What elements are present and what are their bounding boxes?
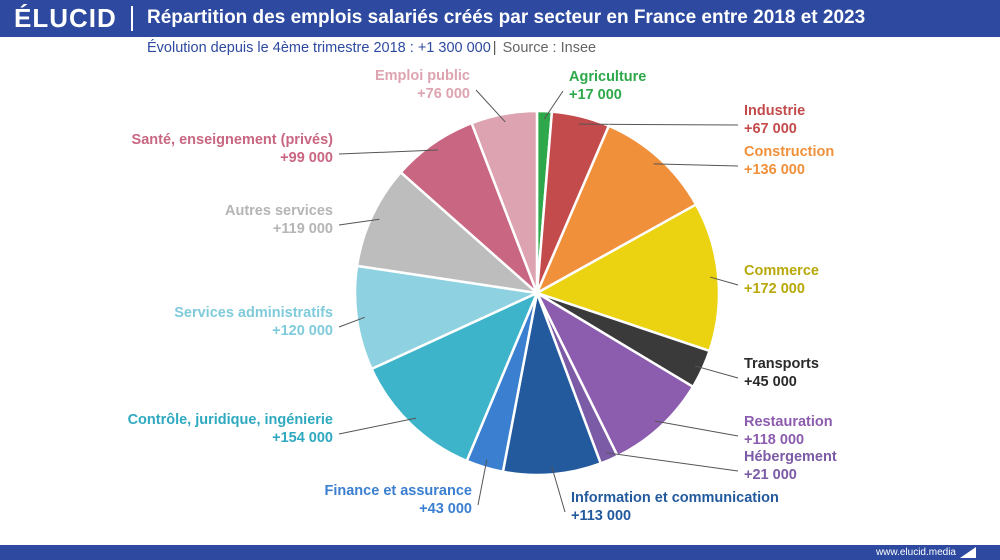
leader-line [477,459,488,506]
leader-line [551,466,566,513]
slice-category-label: Restauration [744,414,833,430]
slice-category-label: Agriculture [569,69,646,85]
slice-category-label: Transports [744,356,819,372]
slice-value-label: +136 000 [744,162,805,178]
leader-line [338,316,365,328]
subtitle-text: Évolution depuis le 4ème trimestre 2018 … [147,40,491,56]
slice-value-label: +172 000 [744,281,805,297]
slice-value-label: +113 000 [571,508,631,524]
slice-category-label: Santé, enseignement (privés) [132,132,334,148]
footer-bar: www.elucid.media [0,545,1000,560]
pie-slice [535,203,721,353]
leader-line [653,163,739,167]
slice-value-label: +45 000 [744,374,797,390]
leader-line [710,276,739,286]
leader-line [338,417,417,435]
pie-slice [535,124,698,295]
leader-line [694,365,739,379]
slice-value-label: +21 000 [744,467,797,483]
source-text: Source : Insee [502,40,597,56]
slice-category-label: Information et communication [571,490,779,506]
page-title: Répartition des emplois salariés créés p… [147,7,866,28]
slice-value-label: +119 000 [273,221,333,237]
subtitle-separator: | [492,40,497,56]
slice-category-label: Commerce [744,263,819,279]
slice-value-label: +67 000 [744,121,797,137]
header-bar: ÉLUCID Répartition des emplois salariés … [0,0,1000,37]
slice-category-label: Services administratifs [174,305,333,321]
pie-slice [353,264,539,371]
slice-category-label: Hébergement [744,449,837,465]
slice-value-label: +120 000 [272,323,333,339]
slice-category-label: Finance et assurance [325,483,473,499]
brand-logo: ÉLUCID [14,3,117,33]
pie-slice [355,171,539,295]
site-url: www.elucid.media [875,547,956,558]
subtitle: Évolution depuis le 4ème trimestre 2018 … [147,40,596,56]
leader-line [338,149,438,155]
brand-mark-icon [960,547,976,558]
slice-value-label: +76 000 [417,86,470,102]
slice-value-label: +43 000 [419,501,472,517]
leader-line [654,420,739,437]
slice-category-label: Construction [744,144,834,160]
slice-category-label: Emploi public [375,68,470,84]
slice-category-label: Autres services [225,203,333,219]
leader-line [606,452,739,472]
logo-divider [131,6,133,31]
pie-slice [470,109,539,295]
slice-category-label: Contrôle, juridique, ingénierie [128,412,333,428]
slice-value-label: +118 000 [744,432,804,448]
pie-slice [501,291,602,477]
slice-category-label: Industrie [744,103,805,119]
slice-value-label: +99 000 [280,150,333,166]
slice-value-label: +154 000 [272,430,333,446]
pie-chart: Agriculture +17 000 Industrie +67 000 Constr… [128,68,837,524]
leader-line [543,90,564,120]
leader-line [579,123,739,126]
leader-line [338,218,380,226]
slice-value-label: +17 000 [569,87,622,103]
leader-line [475,89,506,123]
